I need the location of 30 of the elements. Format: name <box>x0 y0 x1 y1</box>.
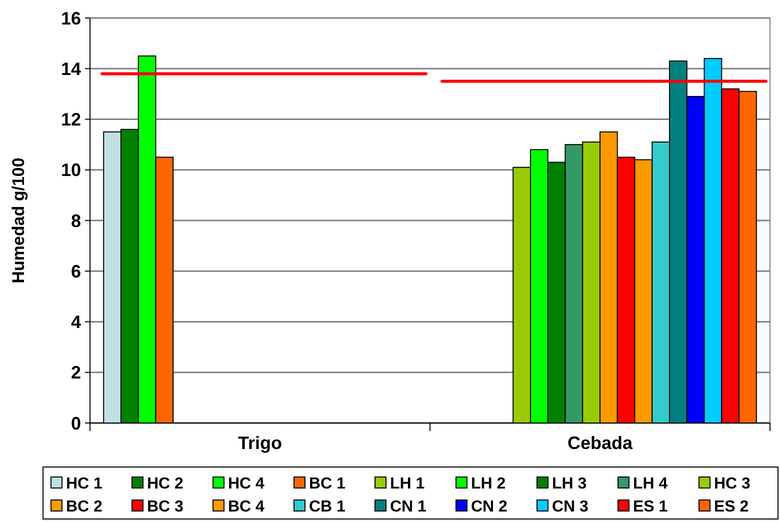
legend-label: LH 3 <box>552 476 587 493</box>
legend-label: ES 1 <box>633 498 668 516</box>
legend-label: HC 2 <box>147 476 184 493</box>
legend-label: CN 3 <box>552 498 589 516</box>
legend-label: LH 4 <box>633 476 668 493</box>
legend-label: LH 2 <box>471 476 506 493</box>
y-axis-title: Humedad g/100 <box>9 158 28 284</box>
legend-label: CN 1 <box>390 498 427 516</box>
y-tick-label: 4 <box>70 312 81 332</box>
y-tick-label: 12 <box>60 110 81 130</box>
legend-label: CN 2 <box>471 498 508 516</box>
legend-label: HC 4 <box>228 476 265 493</box>
y-tick-label: 2 <box>70 362 81 383</box>
y-tick-label: 6 <box>70 261 81 282</box>
legend-label: HC 1 <box>66 476 103 493</box>
y-tick-label: 10 <box>60 160 81 180</box>
legend-label: LH 1 <box>390 476 425 493</box>
legend-label: HC 3 <box>714 476 751 493</box>
legend-label: BC 3 <box>147 498 184 516</box>
legend-label: BC 4 <box>228 498 265 516</box>
legend-label: BC 2 <box>66 498 103 516</box>
y-tick-label: 14 <box>60 58 81 79</box>
y-tick-label: 0 <box>70 413 81 434</box>
legend-label: ES 2 <box>714 498 749 516</box>
y-tick-label: 8 <box>70 210 81 231</box>
legend-label: CB 1 <box>309 498 346 516</box>
x-tick-label: Trigo <box>238 433 282 453</box>
legend-label: BC 1 <box>309 476 346 493</box>
y-tick-label: 16 <box>60 8 81 28</box>
x-tick-label: Cebada <box>567 433 634 453</box>
